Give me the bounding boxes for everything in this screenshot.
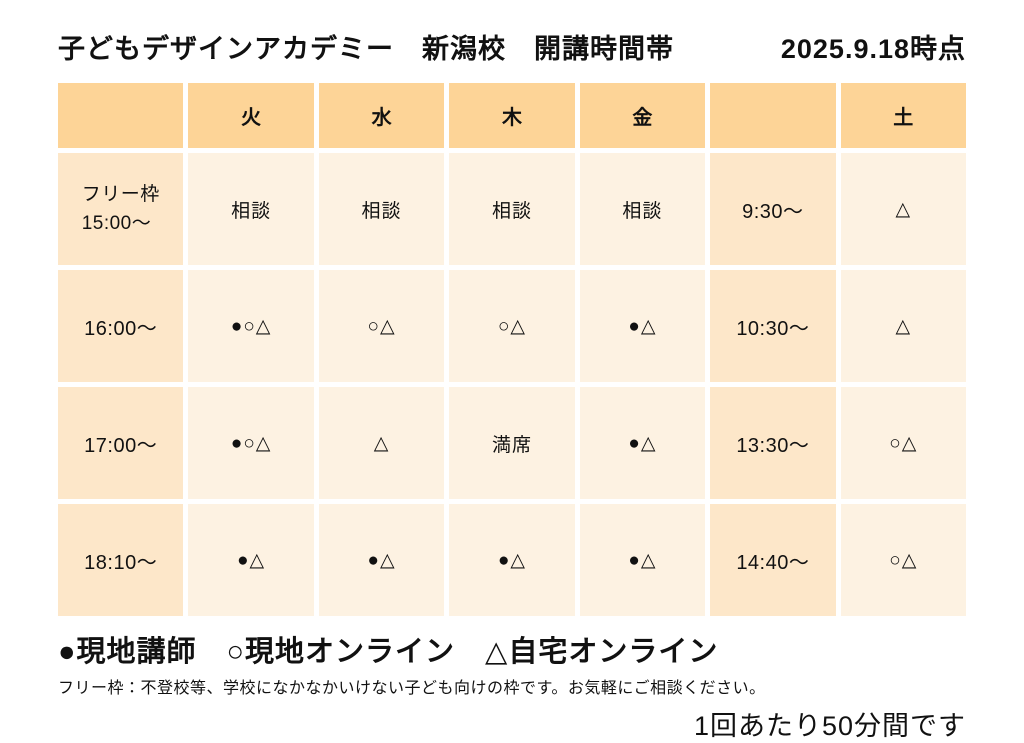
availability-cell: ○△ — [318, 270, 445, 382]
availability-cell: ○△ — [840, 387, 966, 499]
saturday-time-label: 14:40〜 — [710, 504, 836, 616]
title-row: 子どもデザインアカデミー 新潟校 開講時間帯 2025.9.18時点 — [58, 0, 966, 66]
symbol-legend: ●現地講師 ○現地オンライン △自宅オンライン — [58, 636, 719, 668]
availability-cell: ●△ — [579, 387, 706, 499]
availability-cell: ●△ — [318, 504, 445, 616]
schedule-page: 子どもデザインアカデミー 新潟校 開講時間帯 2025.9.18時点 火 水 木… — [58, 0, 966, 741]
availability-cell: △ — [840, 270, 966, 382]
day-header-thu: 木 — [449, 83, 575, 148]
saturday-time-label: 10:30〜 — [710, 270, 836, 382]
availability-cell: △ — [318, 387, 445, 499]
schedule-table: 火 水 木 金 土 フリー枠 15:00〜 相談 相談 相談 相談 9:30〜 … — [58, 83, 966, 616]
day-header-tue: 火 — [188, 83, 314, 148]
availability-cell-full: 満席 — [449, 387, 575, 499]
day-header-blank-left — [58, 83, 184, 148]
availability-cell: ●△ — [579, 270, 706, 382]
time-slot-label: 18:10〜 — [58, 504, 184, 616]
day-header-sat: 土 — [840, 83, 966, 148]
availability-cell: ○△ — [449, 270, 575, 382]
duration-note: 1回あたり50分間です — [693, 711, 966, 741]
availability-cell: ●○△ — [188, 387, 314, 499]
availability-cell: △ — [840, 153, 966, 265]
free-slot-time-label: フリー枠 15:00〜 — [81, 183, 160, 234]
saturday-time-label: 9:30〜 — [710, 153, 836, 265]
as-of-date: 2025.9.18時点 — [780, 34, 966, 64]
availability-cell: ●△ — [449, 504, 575, 616]
availability-cell: ●○△ — [188, 270, 314, 382]
saturday-time-label: 13:30〜 — [710, 387, 836, 499]
free-slot-note: フリー枠：不登校等、学校になかなかいけない子ども向けの枠です。お気軽にご相談くだ… — [58, 680, 766, 697]
availability-cell: ○△ — [840, 504, 966, 616]
availability-cell: 相談 — [188, 153, 314, 265]
time-slot-label: 17:00〜 — [58, 387, 184, 499]
time-slot-label: フリー枠 15:00〜 — [58, 153, 184, 265]
availability-cell: 相談 — [449, 153, 575, 265]
day-header-blank-mid — [710, 83, 836, 148]
page-title: 子どもデザインアカデミー 新潟校 開講時間帯 — [58, 34, 674, 64]
day-header-wed: 水 — [318, 83, 445, 148]
availability-cell: ●△ — [188, 504, 314, 616]
time-slot-label: 16:00〜 — [58, 270, 184, 382]
day-header-fri: 金 — [579, 83, 706, 148]
availability-cell: 相談 — [579, 153, 706, 265]
availability-cell: 相談 — [318, 153, 445, 265]
availability-cell: ●△ — [579, 504, 706, 616]
